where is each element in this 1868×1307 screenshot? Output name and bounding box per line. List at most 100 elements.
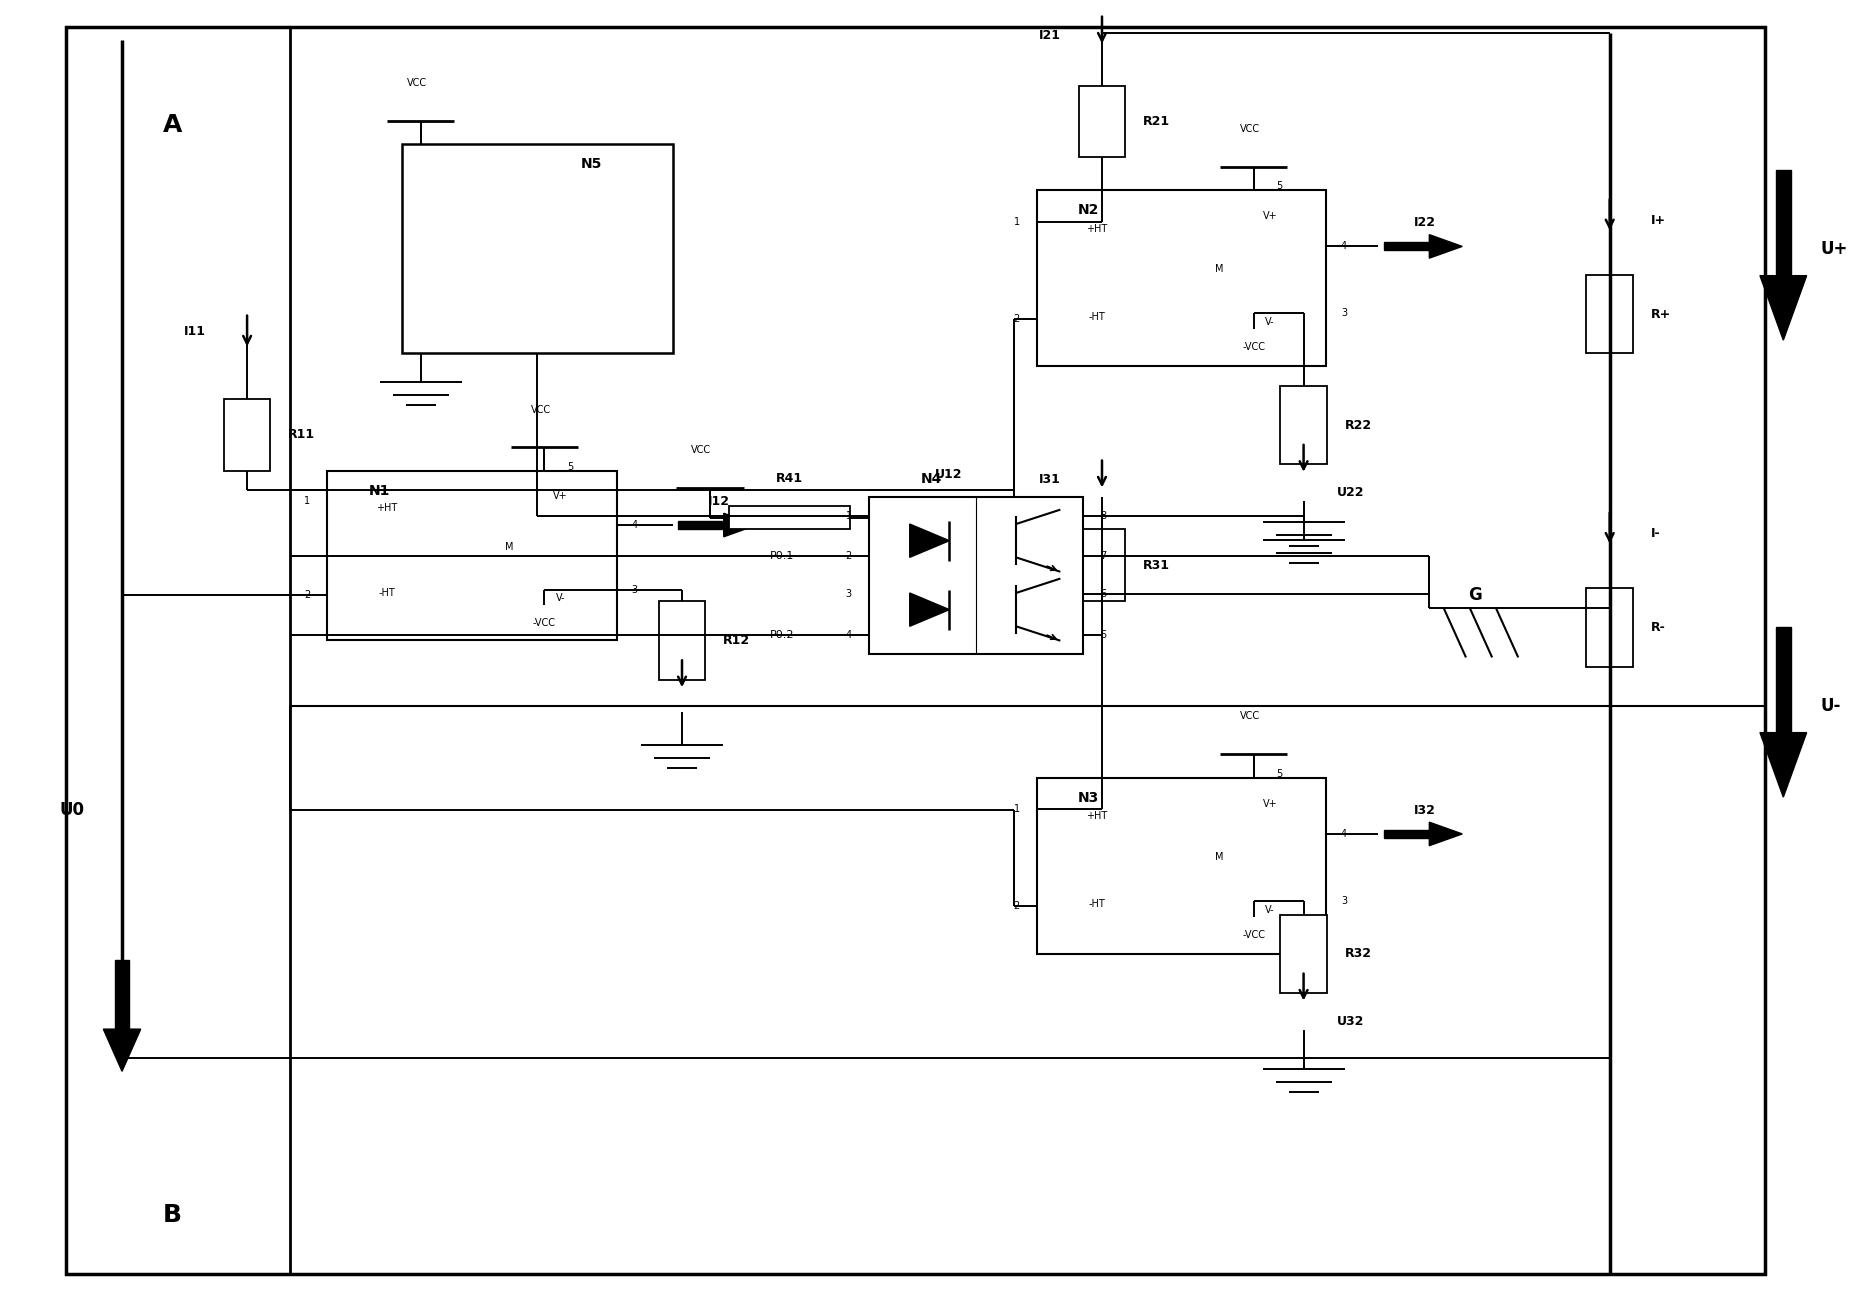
Bar [1280,915,1326,993]
Text: 2: 2 [1014,314,1020,324]
Bar [1037,190,1326,366]
Text: VCC: VCC [691,446,710,455]
Text: I31: I31 [1039,473,1061,486]
Text: V+: V+ [553,491,568,501]
Text: +HT: +HT [1085,223,1108,234]
Text: VCC: VCC [531,405,551,414]
Text: P0.1: P0.1 [770,552,794,562]
Text: 3: 3 [1341,895,1347,906]
Text: N4: N4 [921,472,941,486]
Bar [1776,627,1791,733]
Text: -VCC: -VCC [1242,342,1265,352]
Bar [1776,170,1791,276]
Polygon shape [1760,733,1806,797]
Text: I21: I21 [1039,30,1061,42]
Polygon shape [1760,276,1806,340]
Text: 5: 5 [1100,630,1106,639]
Text: -HT: -HT [1087,899,1104,910]
Polygon shape [1429,235,1463,259]
Polygon shape [1429,822,1463,846]
Text: N1: N1 [368,484,390,498]
Bar [327,471,616,640]
Text: G: G [1468,586,1481,604]
Polygon shape [723,514,757,537]
Text: P0.2: P0.2 [770,630,794,639]
Bar [659,601,706,680]
Bar [1280,386,1326,464]
Text: B: B [163,1202,181,1227]
Text: V-: V- [1265,904,1274,915]
Text: 7: 7 [1100,552,1106,562]
Text: R+: R+ [1651,307,1672,320]
Polygon shape [910,524,949,557]
Text: 3: 3 [846,589,852,599]
Text: U12: U12 [934,468,962,481]
Text: A: A [163,112,181,137]
Text: -HT: -HT [1087,312,1104,322]
Text: VCC: VCC [1240,711,1261,721]
Text: 1: 1 [846,511,852,520]
Text: I32: I32 [1414,804,1436,817]
Text: M: M [1214,264,1224,274]
Text: -VCC: -VCC [532,618,557,629]
Text: R31: R31 [1143,559,1169,572]
Bar [1586,588,1633,667]
Bar [869,497,1083,654]
Polygon shape [910,593,949,626]
Text: V-: V- [557,593,566,603]
Text: V+: V+ [1263,799,1278,809]
Bar [1384,243,1429,251]
Bar [402,144,672,353]
Text: U22: U22 [1337,486,1366,499]
Text: R32: R32 [1345,948,1371,961]
Bar [729,506,850,529]
Bar [1586,274,1633,353]
Text: 5: 5 [1276,769,1281,779]
Text: R22: R22 [1345,418,1371,431]
Text: 3: 3 [1341,308,1347,319]
Text: 1: 1 [304,497,310,506]
Text: -HT: -HT [379,588,396,597]
Text: VCC: VCC [1240,124,1261,133]
Text: M: M [506,542,514,552]
Text: 2: 2 [1014,902,1020,911]
Text: N5: N5 [581,157,601,171]
Text: 6: 6 [1100,589,1106,599]
Text: 5: 5 [1276,182,1281,191]
Text: R41: R41 [775,472,803,485]
Bar [1384,830,1429,838]
Bar [1037,778,1326,954]
Text: V-: V- [1265,318,1274,327]
Text: R12: R12 [723,634,751,647]
Text: U0: U0 [60,801,84,819]
Bar [116,961,129,1029]
Text: I+: I+ [1651,213,1666,226]
Text: 4: 4 [631,520,637,531]
Bar [678,521,723,529]
Text: I11: I11 [185,324,205,337]
Text: R21: R21 [1143,115,1169,128]
Text: V+: V+ [1263,212,1278,221]
Text: N2: N2 [1078,203,1098,217]
Text: N3: N3 [1078,791,1098,805]
Text: M: M [1214,852,1224,861]
Text: 8: 8 [1100,511,1106,520]
Text: 3: 3 [631,584,637,595]
Bar [224,399,271,471]
Text: VCC: VCC [407,78,428,88]
Text: +HT: +HT [1085,812,1108,821]
Text: 4: 4 [1341,829,1347,839]
Text: U32: U32 [1337,1016,1364,1029]
Bar [1078,85,1125,157]
Text: U+: U+ [1821,239,1847,257]
Text: 2: 2 [304,589,310,600]
Text: R11: R11 [288,429,316,442]
Text: U-: U- [1821,697,1842,715]
Text: I22: I22 [1414,217,1436,230]
Text: +HT: +HT [377,503,398,514]
Text: -VCC: -VCC [1242,929,1265,940]
Text: 4: 4 [846,630,852,639]
Polygon shape [103,1029,140,1072]
Text: R-: R- [1651,621,1666,634]
Text: I12: I12 [708,495,730,508]
